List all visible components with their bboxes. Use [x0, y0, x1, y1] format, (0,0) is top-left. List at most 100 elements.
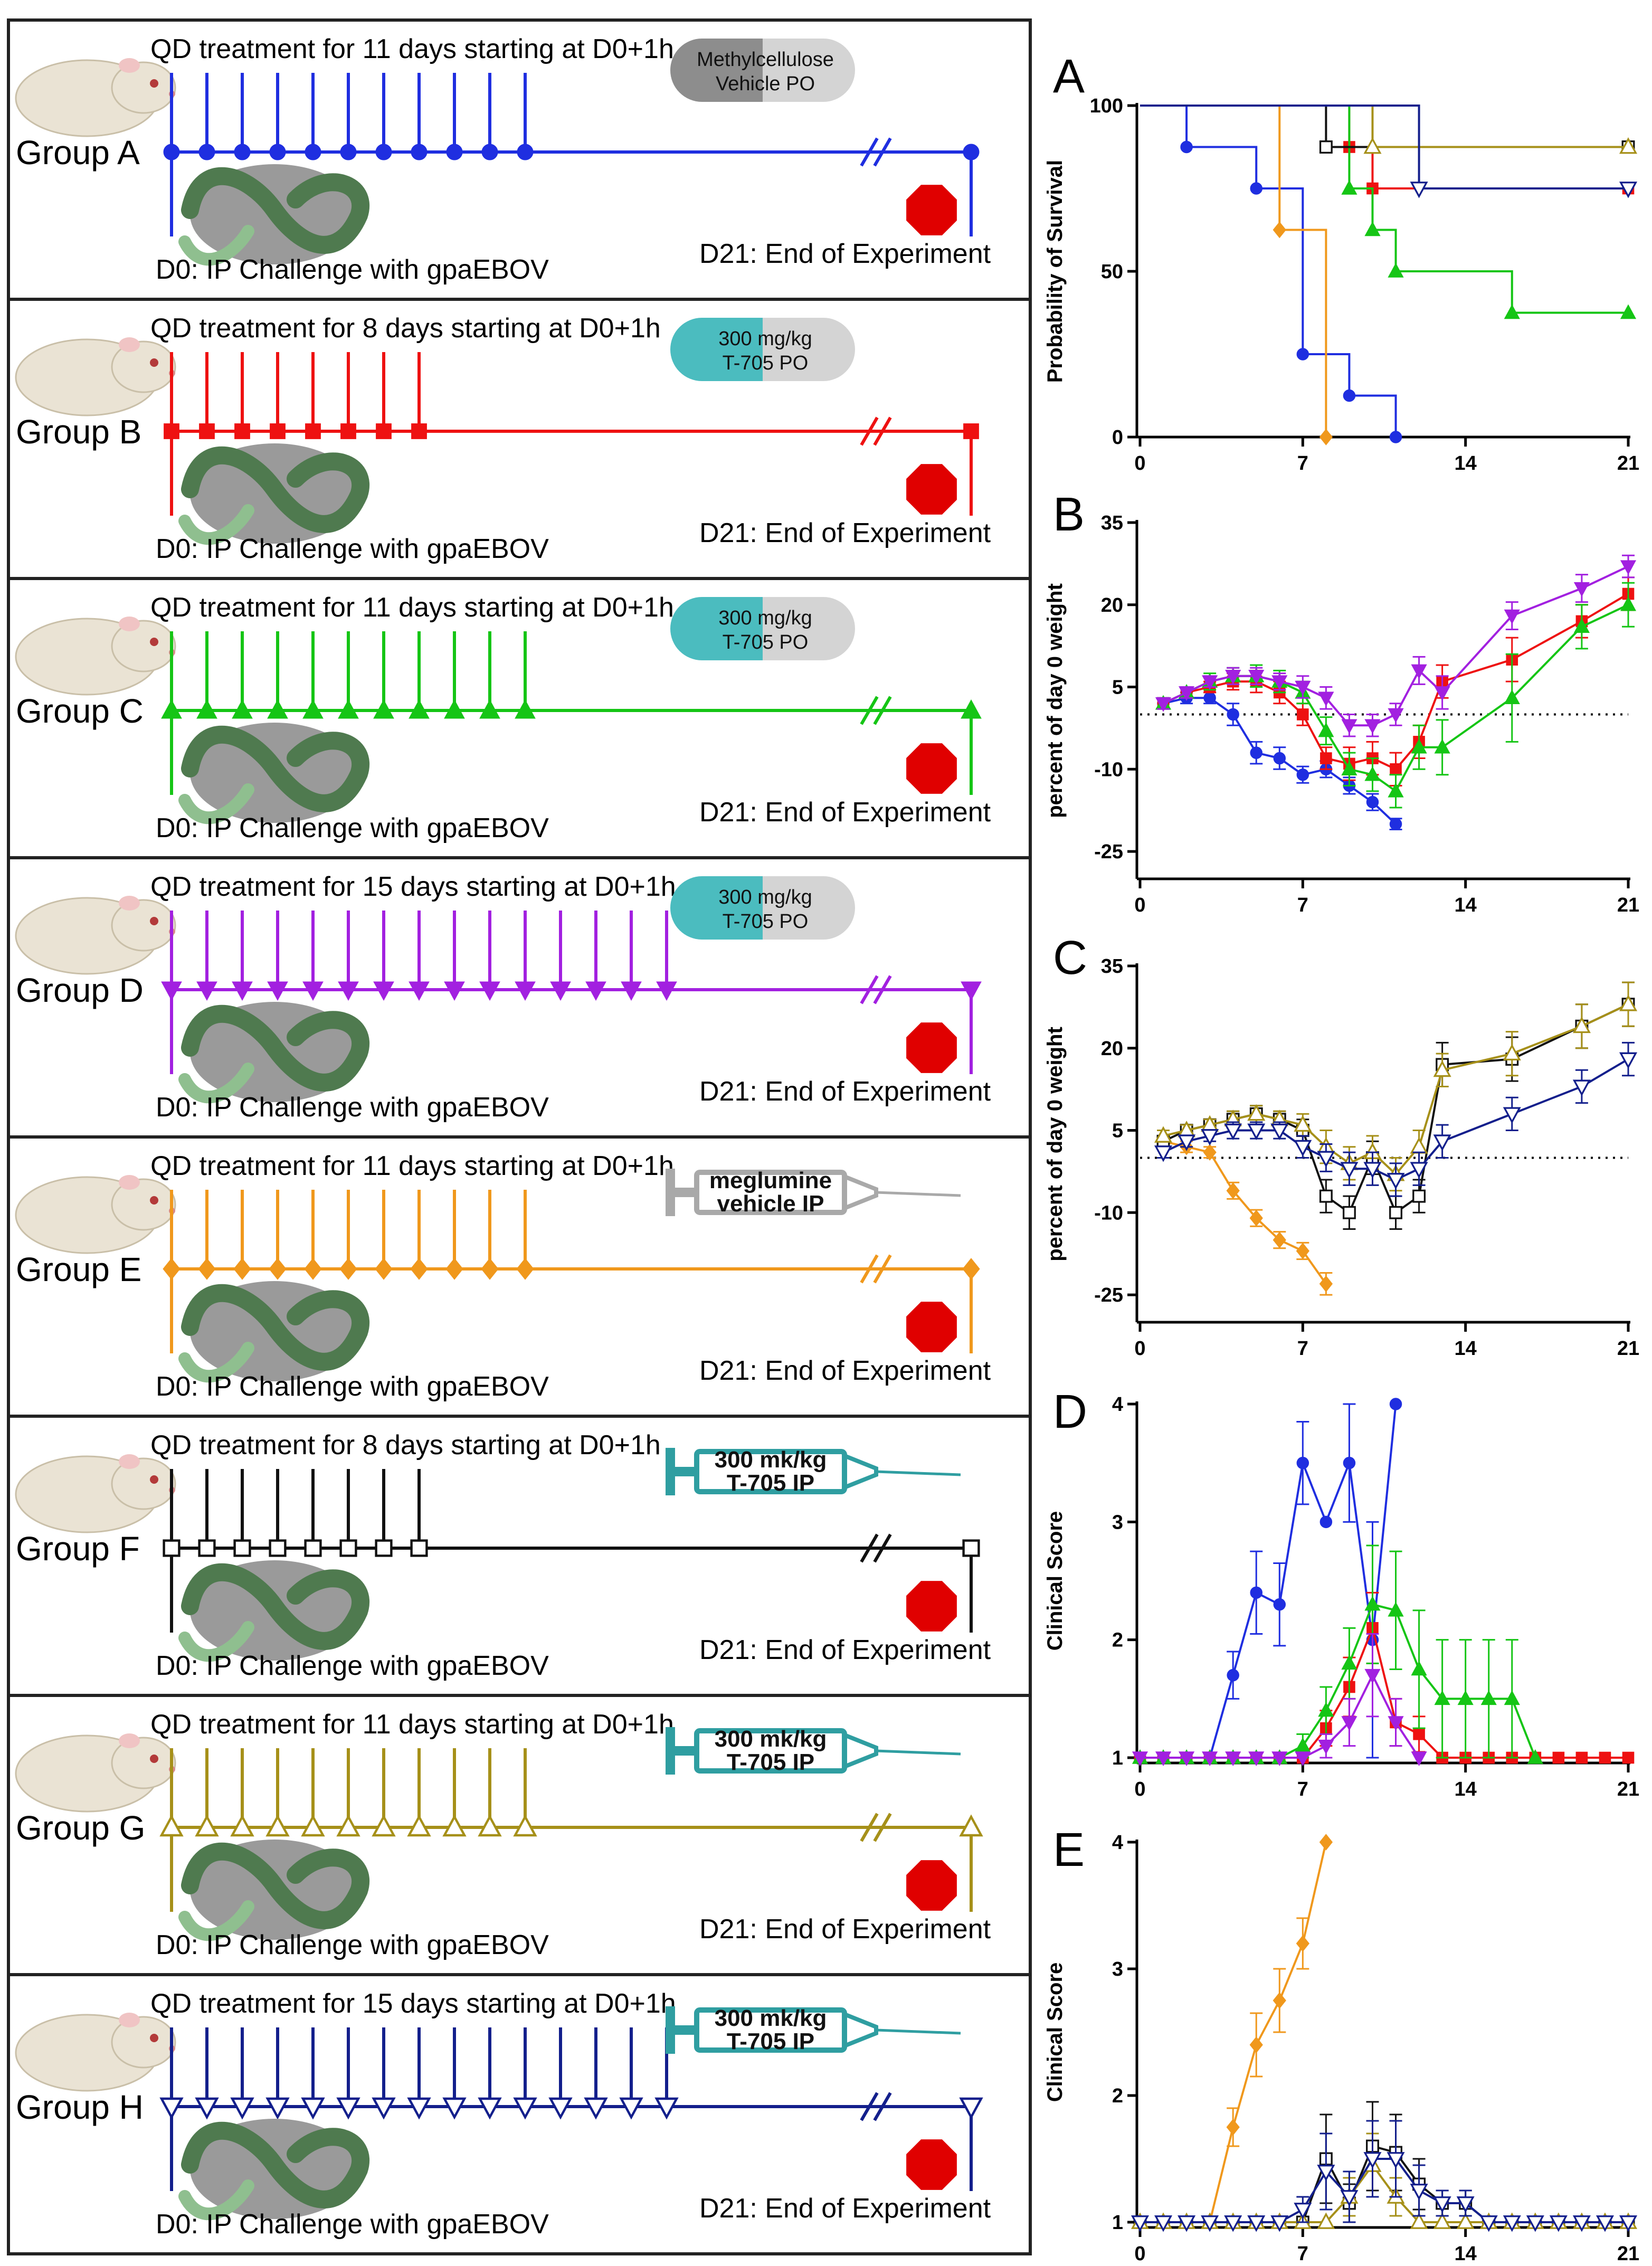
dose-marker [373, 699, 394, 719]
challenge-caption: D0: IP Challenge with gpaEBOV [156, 1371, 549, 1402]
treatment-title: QD treatment for 11 days starting at D0+… [150, 34, 674, 64]
data-point [1270, 2215, 1289, 2232]
guinea-pig-ear [119, 1175, 140, 1190]
data-point [1389, 1398, 1402, 1410]
data-point [1201, 1129, 1219, 1146]
end-marker [959, 1814, 983, 1837]
series-group-d [1155, 554, 1637, 737]
data-point [1296, 348, 1309, 361]
virus-icon [178, 1002, 370, 1104]
data-point [1247, 1123, 1266, 1140]
survival-line [1140, 105, 1628, 189]
end-caption: D21: End of Experiment [699, 2193, 991, 2224]
panel-letter: D [1053, 1386, 1087, 1438]
group-panel-g: QD treatment for 11 days starting at D0+… [8, 1694, 1030, 1960]
axis-break-mark [860, 2092, 879, 2121]
group-label: Group C [16, 692, 144, 730]
data-point [1271, 675, 1288, 690]
drug-capsule-icon: 300 mg/kgT-705 PO [670, 318, 855, 381]
dose-marker [164, 423, 179, 439]
data-point [1599, 1751, 1611, 1764]
group-panel-b: QD treatment for 8 days starting at D0+1… [8, 298, 1030, 564]
dose-marker [442, 2097, 467, 2120]
group-label: Group H [16, 2088, 144, 2126]
data-point [1319, 1275, 1333, 1293]
y-axis-label: Clinical Score [1043, 1962, 1067, 2102]
data-point [1596, 2215, 1614, 2232]
virus-filament [181, 2121, 370, 2208]
group-panel-e: QD treatment for 11 days starting at D0+… [8, 1135, 1030, 1402]
dose-marker [301, 1814, 325, 1837]
data-point [1155, 697, 1172, 712]
dose-marker [654, 2097, 679, 2120]
panel-letter: B [1053, 488, 1085, 541]
data-point [1366, 795, 1379, 809]
data-point [1410, 182, 1428, 198]
survival-line [1140, 105, 1397, 437]
end-marker [961, 981, 982, 1001]
dose-marker [656, 981, 677, 1001]
data-point [1273, 1992, 1286, 2009]
stop-sign-icon [904, 1858, 959, 1913]
guinea-pig-head [111, 61, 176, 114]
dose-marker [336, 2097, 360, 2120]
dose-marker [163, 144, 180, 160]
dose-marker [340, 423, 356, 439]
dose-marker [340, 144, 357, 160]
x-tick-label: 0 [1134, 2243, 1145, 2263]
treatment-title: QD treatment for 11 days starting at D0+… [150, 1151, 674, 1181]
data-point [1387, 2152, 1405, 2169]
dose-marker [305, 423, 321, 439]
guinea-pig-ear [119, 2013, 140, 2027]
data-point [1364, 1596, 1381, 1611]
virus-icon [178, 1281, 370, 1383]
data-point [1388, 1716, 1404, 1731]
y-tick-label: 5 [1112, 677, 1123, 699]
dose-marker [339, 1539, 357, 1557]
x-tick-label: 0 [1134, 1778, 1145, 1800]
dose-marker [233, 1258, 251, 1280]
y-axis-label: percent of day 0 weight [1043, 583, 1067, 818]
guinea-pig-eye [150, 1475, 158, 1484]
x-tick-label: 14 [1455, 452, 1477, 475]
data-point [1202, 675, 1218, 690]
axis-break-mark [860, 137, 879, 167]
virus-icon [178, 164, 370, 266]
x-tick-label: 0 [1134, 894, 1145, 916]
axis-break-mark [873, 1533, 892, 1563]
group-label: Group F [16, 1530, 140, 1568]
stop-sign-icon [904, 2137, 959, 2192]
data-point [1503, 2215, 1521, 2232]
dose-marker [621, 981, 642, 1001]
dose-marker [196, 699, 217, 719]
data-point [1297, 708, 1309, 720]
dose-marker [304, 1539, 322, 1557]
syringe-needle [876, 1749, 961, 1756]
drug-dose-label: 300 mg/kg [718, 328, 812, 350]
end-marker [961, 699, 982, 719]
y-tick-label: 20 [1101, 1038, 1123, 1060]
group-label: Group A [16, 134, 140, 172]
virus-filament-light [178, 504, 254, 545]
data-point [1364, 221, 1381, 236]
y-tick-label: 2 [1112, 2085, 1123, 2107]
y-tick-label: -25 [1094, 1284, 1123, 1306]
x-tick-label: 7 [1297, 1778, 1308, 1800]
data-point [1319, 140, 1333, 154]
stop-sign-icon [904, 1300, 959, 1354]
capsule-right-fill [763, 597, 805, 660]
data-point [1341, 179, 1357, 195]
x-tick-label: 7 [1297, 894, 1308, 916]
dose-marker [517, 144, 534, 160]
challenge-caption: D0: IP Challenge with gpaEBOV [156, 1651, 549, 1681]
dose-marker [339, 1258, 357, 1280]
data-point [1527, 1749, 1543, 1764]
syringe-needle [876, 1470, 961, 1476]
dose-marker [513, 2097, 537, 2120]
data-point [1390, 763, 1402, 775]
dose-marker [233, 1539, 251, 1557]
data-point [1340, 1162, 1359, 1179]
x-tick-label: 14 [1455, 894, 1477, 916]
